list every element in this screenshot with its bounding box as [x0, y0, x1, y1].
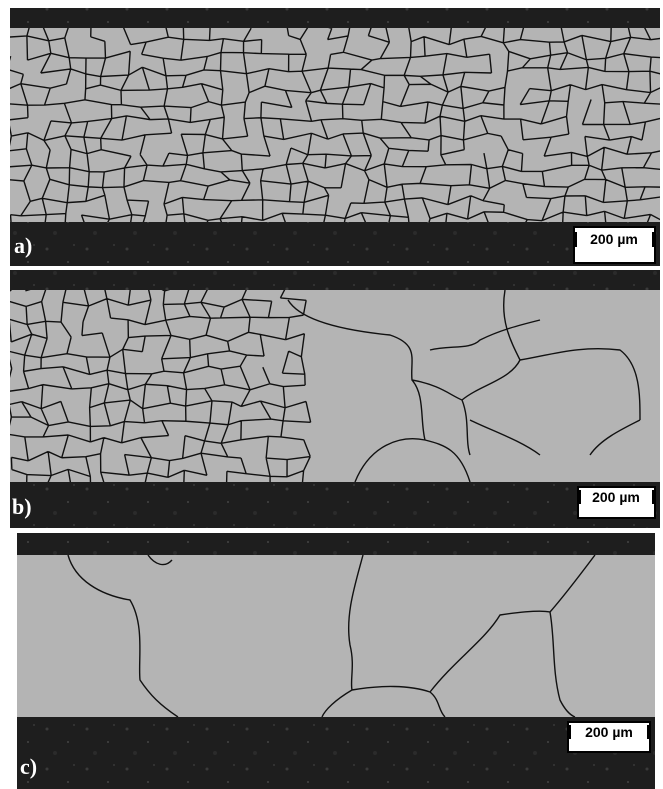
panel-label: c)	[20, 754, 37, 779]
scale-label: 200 µm	[592, 489, 640, 505]
figure: a) 200 µm b) 200 µm c) 200 µm	[0, 0, 663, 789]
panel-c: c) 200 µm	[17, 533, 655, 789]
scale-label: 200 µm	[585, 724, 633, 740]
panel-a: a) 200 µm	[0, 8, 663, 266]
panel-label: a)	[14, 233, 32, 258]
scale-label: 200 µm	[590, 231, 638, 247]
panel-label: b)	[12, 494, 32, 519]
panel-b: b) 200 µm	[0, 270, 660, 528]
